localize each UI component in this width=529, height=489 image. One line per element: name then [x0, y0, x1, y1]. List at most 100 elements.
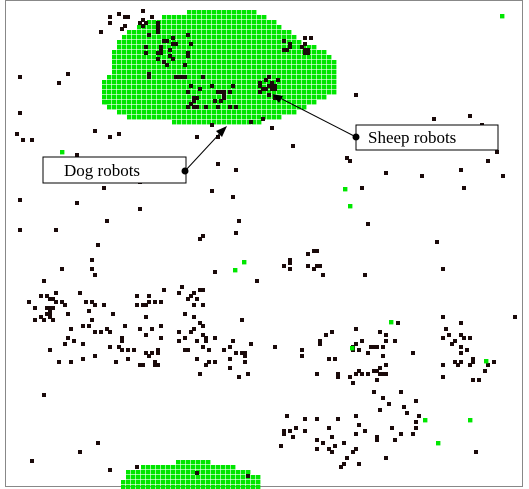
dog-robot: [272, 60, 277, 65]
dog-robot: [297, 45, 302, 50]
sheep-robot: [306, 48, 310, 52]
dog-robot: [302, 95, 307, 100]
sheep-robot: [120, 336, 124, 340]
sheep-robot: [291, 144, 295, 148]
dog-robot: [147, 50, 152, 55]
dog-robot: [146, 485, 151, 489]
sheep-robot: [459, 168, 463, 172]
dog-robot: [137, 30, 142, 35]
dog-robot: [212, 75, 217, 80]
dog-robot: [207, 25, 212, 30]
dog-robot: [197, 60, 202, 65]
dog-robot: [252, 25, 257, 30]
dog-robot: [227, 110, 232, 115]
sheep-robot: [381, 372, 385, 376]
dog-robot: [157, 60, 162, 65]
sheep-robot: [246, 474, 250, 478]
dog-robot: [332, 80, 337, 85]
dog-robot: [212, 15, 217, 20]
dog-robot: [272, 75, 277, 80]
dog-robot: [186, 460, 191, 465]
dog-robot-swarms: [102, 10, 337, 489]
dog-robot: [237, 75, 242, 80]
dog-robot: [272, 110, 277, 115]
sheep-robot: [195, 471, 199, 475]
dog-robot: [197, 55, 202, 60]
dog-robot: [167, 25, 172, 30]
dog-robot: [332, 60, 337, 65]
sheep-robot: [306, 264, 310, 268]
dog-robot: [197, 45, 202, 50]
sheep-robot: [216, 135, 220, 139]
sheep-robot: [303, 51, 307, 55]
dog-robot: [252, 80, 257, 85]
dog-robot: [262, 95, 267, 100]
dog-robot: [262, 110, 267, 115]
dog-robot: [252, 90, 257, 95]
dog-robot: [322, 75, 327, 80]
dog-robot: [297, 90, 302, 95]
dog-robot: [312, 50, 317, 55]
dog-robot: [282, 85, 287, 90]
dog-robot: [182, 120, 187, 125]
dog-robot: [152, 55, 157, 60]
dog-robot: [187, 20, 192, 25]
sheep-robot: [303, 48, 307, 52]
dog-robot: [167, 60, 172, 65]
dog-robot: [117, 80, 122, 85]
dog-robot: [297, 105, 302, 110]
dog-robot: [182, 110, 187, 115]
dog-robot: [247, 105, 252, 110]
dog-robot: [277, 65, 282, 70]
sheep-robot: [87, 324, 91, 328]
dog-robot: [167, 45, 172, 50]
sheep-robot: [141, 9, 145, 13]
dog-robot: [197, 10, 202, 15]
dog-robot: [267, 55, 272, 60]
dog-robot: [252, 65, 257, 70]
dog-robot: [192, 65, 197, 70]
dog-robot: [131, 480, 136, 485]
sheep-robot: [141, 24, 145, 28]
dog-robot: [322, 90, 327, 95]
dog-robot: [137, 75, 142, 80]
dog-robot: [207, 85, 212, 90]
dog-robot: [112, 60, 117, 65]
dog-robot: [137, 25, 142, 30]
sheep-robot: [381, 354, 385, 358]
dog-robot: [292, 65, 297, 70]
dog-robot: [242, 10, 247, 15]
dog-robot: [292, 60, 297, 65]
sheep-robot: [93, 330, 97, 334]
dog-robot: [202, 115, 207, 120]
dog-robot: [267, 65, 272, 70]
dog-robot: [232, 40, 237, 45]
sheep-robot: [366, 372, 370, 376]
dog-robot: [176, 485, 181, 489]
dog-robot: [212, 20, 217, 25]
sheep-robot: [348, 375, 352, 379]
dog-robot: [222, 15, 227, 20]
dog-robot: [232, 120, 237, 125]
dog-robot: [157, 105, 162, 110]
dog-robot: [232, 100, 237, 105]
dog-robot: [262, 45, 267, 50]
dog-robot: [152, 30, 157, 35]
dog-robot: [132, 40, 137, 45]
dog-robot: [142, 30, 147, 35]
sheep-robot: [156, 351, 160, 355]
dog-robot: [167, 50, 172, 55]
dog-robot: [312, 75, 317, 80]
dog-robot: [317, 60, 322, 65]
dog-robot: [167, 40, 172, 45]
dog-robot: [122, 65, 127, 70]
dog-robot: [207, 80, 212, 85]
dog-robot: [182, 95, 187, 100]
dog-robot: [122, 55, 127, 60]
sheep-robot: [156, 24, 160, 28]
sheep-robot-cluster: [15, 9, 517, 478]
dog-robot: [262, 50, 267, 55]
sheep-robot: [363, 273, 367, 277]
sheep-robot: [144, 315, 148, 319]
dog-robot: [127, 35, 132, 40]
